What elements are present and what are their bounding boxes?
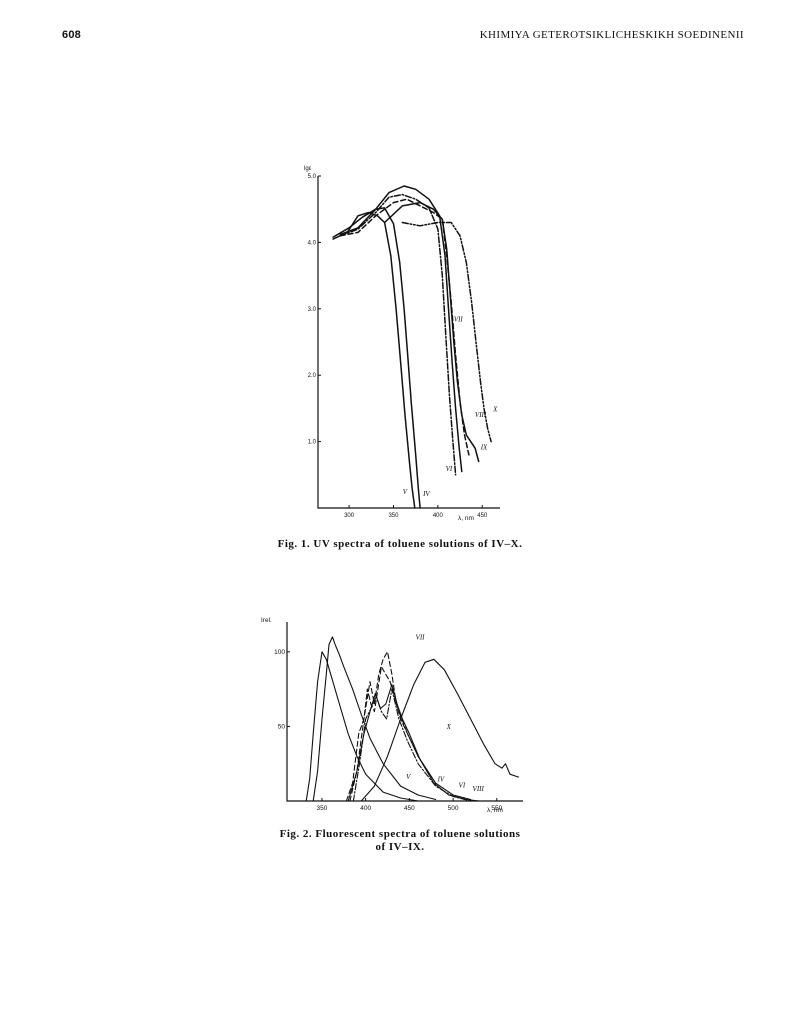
series-label-ix: IX xyxy=(480,444,488,452)
journal-running-head: KHIMIYA GETEROTSIKLICHESKIKH SOEDINENII xyxy=(479,29,744,41)
y-tick-label: 2.0 xyxy=(308,373,317,379)
series-label-x: X xyxy=(492,406,498,414)
x-tick-label: 550 xyxy=(491,805,502,812)
y-tick-label: 50 xyxy=(278,723,286,730)
series-curve-ix xyxy=(347,684,480,802)
figure-2-caption-line-1: Fig. 2. Fluorescent spectra of toluene s… xyxy=(279,828,521,840)
series-label-vi: VI xyxy=(459,782,466,790)
x-tick-label: 450 xyxy=(477,513,488,519)
series-curve-vii xyxy=(339,185,463,473)
chart-axes xyxy=(286,622,523,802)
series-label-vii: VII xyxy=(416,634,426,642)
x-tick-label: 500 xyxy=(448,805,459,812)
series-curve-iv xyxy=(312,636,437,802)
x-tick-label: 350 xyxy=(317,805,328,812)
figure-2-fluorescence-spectra: 350 400 450 500 550 50 100 Irel. λ, nm V IV VI VIII… xyxy=(255,608,535,818)
series-curve-vii xyxy=(349,651,472,802)
series-label-iv: IV xyxy=(437,776,445,784)
series-curve-x xyxy=(360,658,520,802)
series-curve-viii xyxy=(339,198,470,456)
figure-2-caption-line-2: of IV–IX. xyxy=(375,841,425,853)
series-label-viii: VIII xyxy=(475,411,487,419)
x-tick-label: 300 xyxy=(344,513,355,519)
x-tick-label: 450 xyxy=(404,805,415,812)
series-curve-vi xyxy=(345,666,472,802)
series-curve-x xyxy=(401,221,492,443)
uv-spectra-chart: 300 350 400 450 1.0 2.0 3.0 4.0 5.0 lgε λ, nm IV V V… xyxy=(304,166,500,522)
series-label-vii: VII xyxy=(454,315,464,323)
series-curve-v xyxy=(305,651,419,802)
x-tick-label: 400 xyxy=(433,513,444,519)
y-tick-label: 100 xyxy=(274,649,285,656)
fluorescence-spectra-chart: 350 400 450 500 550 50 100 Irel. λ, nm V IV VI VIII… xyxy=(261,617,523,814)
series-label-v: V xyxy=(406,773,411,781)
series-curve-iv xyxy=(332,207,421,509)
figure-1-caption: Fig. 1. UV spectra of toluene solutions … xyxy=(277,538,523,550)
y-axis-label: Irel. xyxy=(261,617,272,624)
y-tick-label: 1.0 xyxy=(308,440,317,446)
figure-2-caption: Fig. 2. Fluorescent spectra of toluene s… xyxy=(220,828,580,854)
series-label-x: X xyxy=(446,723,452,731)
chart-axes xyxy=(317,176,500,509)
series-label-vi: VI xyxy=(446,465,453,473)
x-tick-label: 350 xyxy=(388,513,399,519)
figure-1-uv-spectra: 300 350 400 450 1.0 2.0 3.0 4.0 5.0 lgε λ, nm IV V V… xyxy=(300,160,510,525)
x-axis-label: λ, nm xyxy=(458,515,474,522)
page-number: 608 xyxy=(62,29,81,41)
series-label-iv: IV xyxy=(422,490,430,498)
x-tick-label: 400 xyxy=(360,805,371,812)
y-tick-label: 3.0 xyxy=(308,307,317,313)
series-label-viii: VIII xyxy=(473,785,485,793)
series-curve-ix xyxy=(383,201,480,463)
series-curve-vi xyxy=(339,193,457,476)
y-tick-label: 4.0 xyxy=(308,240,317,246)
series-label-v: V xyxy=(403,488,408,496)
x-axis-label: λ, nm xyxy=(487,807,503,814)
series-curve-v xyxy=(332,211,416,509)
series-curve-viii xyxy=(352,688,472,802)
y-tick-label: 5.0 xyxy=(308,174,317,180)
y-axis-label: lgε xyxy=(304,166,312,172)
